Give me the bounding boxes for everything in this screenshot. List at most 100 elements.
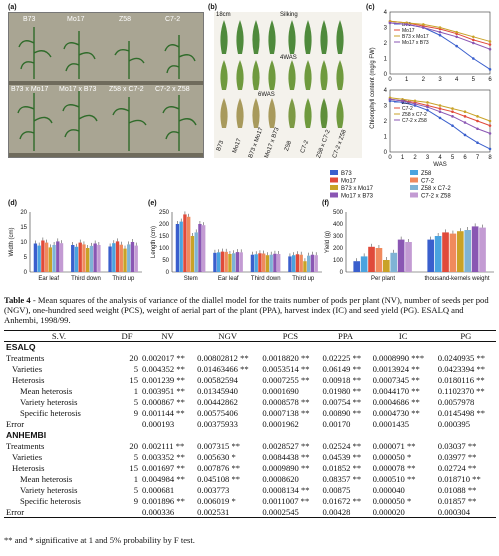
chlorophyll-bottom-series-point: [438, 104, 442, 107]
length-bar: [303, 261, 307, 272]
row-value: 0.00754 **: [322, 397, 362, 407]
row-value: 0.007315 **: [197, 441, 241, 451]
chlorophyll-bottom-series-point: [426, 101, 429, 104]
length-bar-chart: Length (cm) 250 200 150 100 50 0 Stem Ear leaf Th…: [151, 210, 322, 282]
length-y-tick: 150: [159, 234, 170, 240]
genotype-label: Z58: [284, 140, 294, 153]
row-source: Heterosis: [12, 375, 45, 385]
header-pg: PG: [435, 330, 496, 342]
row-value: 0.01463466 **: [197, 364, 249, 374]
legend-swatch: [410, 170, 418, 175]
genotype-label: B73 x Mo17: [248, 126, 265, 160]
table-row: Mean heterosis 1 0.004984 ** 0.045108 ** 0.0…: [4, 474, 496, 485]
row-value: 0.01345940: [197, 386, 238, 396]
row-source: Varieties: [12, 452, 43, 462]
row-df: 1: [133, 386, 138, 396]
legend-swatch: [330, 192, 338, 198]
yield-y-tick: 0: [340, 270, 344, 276]
width-bar: [56, 241, 60, 272]
row-value: 0.000078 **: [372, 463, 416, 473]
genotype-label: C7-2: [300, 139, 311, 155]
row-value: 0.045108 **: [197, 474, 241, 484]
length-bar: [250, 254, 255, 272]
row-value: 0.0008578 **: [262, 397, 310, 407]
width-bar: [78, 242, 82, 272]
row-df: [114, 419, 140, 430]
row-df: 5: [133, 397, 138, 407]
row-df: 9: [133, 496, 138, 506]
row-source: Mean heterosis: [20, 474, 73, 484]
length-bar: [254, 254, 258, 272]
plant-label-mo17: Mo17: [67, 16, 85, 23]
header-ngv: NGV: [195, 330, 261, 342]
row-value: 0.01980 **: [322, 386, 362, 396]
row-value: 0.06149 **: [322, 364, 362, 374]
width-bar: [89, 245, 94, 272]
header-df: DF: [114, 330, 140, 342]
row-value: 0.000867 **: [142, 397, 185, 407]
length-bar: [220, 251, 225, 272]
chlorophyll-bottom-series-point: [438, 107, 442, 110]
plant-label-z58xc7-2: Z58 x C7-2: [109, 86, 144, 93]
row-value: 0.01852 **: [322, 463, 362, 473]
width-y-tick: 20: [20, 210, 27, 216]
chlorophyll-top-series-point: [455, 30, 458, 34]
row-value: 0.000395: [437, 419, 471, 429]
chlorophyll-top-y-tick: 4: [384, 10, 388, 16]
chlorophyll-top-series-point: [488, 68, 492, 71]
genotype-label: Mo17 x B73: [264, 126, 281, 160]
row-source: Specific heterosis: [20, 496, 81, 506]
row-value: 0.000336: [140, 506, 196, 518]
row-value: 0.0180116 **: [437, 375, 485, 385]
row-value: 0.1102370 **: [437, 386, 485, 396]
length-bar: [299, 254, 303, 272]
row-source: Specific heterosis: [20, 408, 81, 418]
row-value: 0.001144 **: [142, 408, 185, 418]
chlorophyll-bottom-series-point: [451, 124, 454, 127]
row-value: 0.00442862: [197, 397, 238, 407]
table-row: Error 0.000336 0.002531 0.0002545 0.00428 0.0…: [4, 506, 496, 518]
width-bar: [134, 245, 138, 272]
length-bar: [194, 232, 198, 272]
yield-bar: [375, 248, 383, 272]
chlorophyll-bottom-series-point: [488, 147, 492, 151]
legend-label: Mo17: [341, 179, 357, 185]
chlorophyll-bottom-y-tick: 4: [384, 88, 388, 94]
length-bar: [288, 256, 292, 272]
yield-bar: [397, 239, 405, 272]
chlorophyll-bottom-series-point: [451, 115, 454, 118]
chlorophyll-x-label: WAS: [433, 162, 446, 168]
yield-bar: [442, 232, 449, 272]
row-value: 0.002531: [195, 506, 261, 518]
yield-bar: [353, 261, 361, 272]
length-bar: [217, 252, 221, 272]
table-caption-text: - Mean squares of the analysis of varian…: [4, 295, 489, 326]
plant-label-c7-2: C7-2: [165, 16, 181, 23]
row-value: 0.0084438 **: [262, 452, 310, 462]
row-source: Varieties: [12, 364, 43, 374]
table-row: Error 0.000193 0.00375933 0.0001962 0.00170 0…: [4, 419, 496, 430]
row-value: 0.08357 **: [322, 474, 362, 484]
legend-label: C7-2: [421, 179, 435, 185]
width-bar: [37, 245, 41, 272]
panel-f-label: (f): [322, 200, 329, 207]
row-value: 0.02724 **: [437, 463, 477, 473]
row-value: 0.00582594: [197, 375, 238, 385]
chlorophyll-top-series-point: [422, 23, 425, 26]
chlorophyll-top-y-tick: 3: [384, 26, 388, 32]
width-bar: [115, 241, 120, 272]
chlorophyll-bottom-legend-label: C7-2 x Z58: [402, 118, 427, 124]
chlorophyll-top-series-point: [405, 23, 408, 26]
chlorophyll-bottom-series-point: [488, 119, 492, 123]
width-y-tick: 10: [20, 240, 27, 246]
chlorophyll-top-legend-label: Mo17: [402, 28, 415, 34]
row-value: 0.00375933: [197, 419, 238, 429]
length-bar: [187, 216, 191, 272]
row-source: Treatments: [6, 441, 45, 451]
header-ic: IC: [370, 330, 436, 342]
table-row: Heterosis 15 0.001239 ** 0.00582594 0.000725…: [4, 375, 496, 386]
row-source: Variety heterosis: [20, 485, 78, 495]
row-value: 0.004984 **: [142, 474, 185, 484]
width-bar: [82, 244, 86, 272]
row-value: 0.02524 **: [322, 441, 362, 451]
